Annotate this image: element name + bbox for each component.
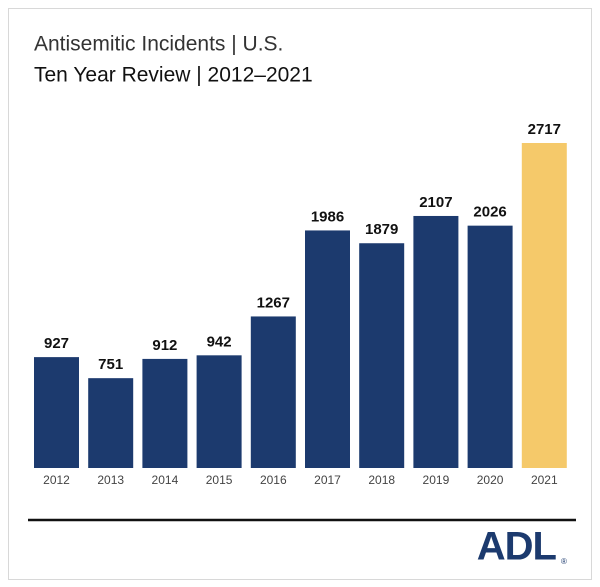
logo-mark: ®: [561, 557, 567, 566]
value-label: 1267: [257, 294, 290, 311]
bar: [88, 378, 134, 468]
value-label: 2717: [528, 121, 561, 138]
value-label: 942: [207, 333, 232, 350]
value-label: 1986: [311, 208, 344, 225]
bar: [196, 355, 242, 468]
x-tick-label: 2018: [368, 473, 395, 487]
value-label: 2107: [419, 194, 452, 211]
value-label: 2026: [473, 204, 506, 221]
bar: [467, 225, 513, 468]
bar: [250, 316, 296, 468]
x-tick-label: 2014: [152, 473, 179, 487]
x-tick-label: 2020: [477, 473, 504, 487]
bar: [142, 358, 188, 468]
x-tick-label: 2015: [206, 473, 233, 487]
x-tick-label: 2017: [314, 473, 341, 487]
chart-subtitle: Ten Year Review | 2012–2021: [34, 64, 313, 87]
logo: ADL: [477, 525, 557, 569]
x-tick-label: 2019: [423, 473, 450, 487]
x-tick-label: 2021: [531, 473, 558, 487]
value-label: 751: [98, 356, 123, 373]
value-label: 927: [44, 335, 69, 352]
bar: [521, 143, 567, 468]
x-tick-label: 2012: [43, 473, 70, 487]
bar: [359, 243, 405, 468]
x-tick-label: 2016: [260, 473, 287, 487]
value-label: 912: [152, 337, 177, 354]
bar: [413, 215, 459, 468]
x-tick-label: 2013: [97, 473, 124, 487]
bar: [305, 230, 350, 468]
bar: [34, 357, 79, 468]
chart-title: Antisemitic Incidents | U.S.: [34, 33, 283, 56]
value-label: 1879: [365, 221, 398, 238]
